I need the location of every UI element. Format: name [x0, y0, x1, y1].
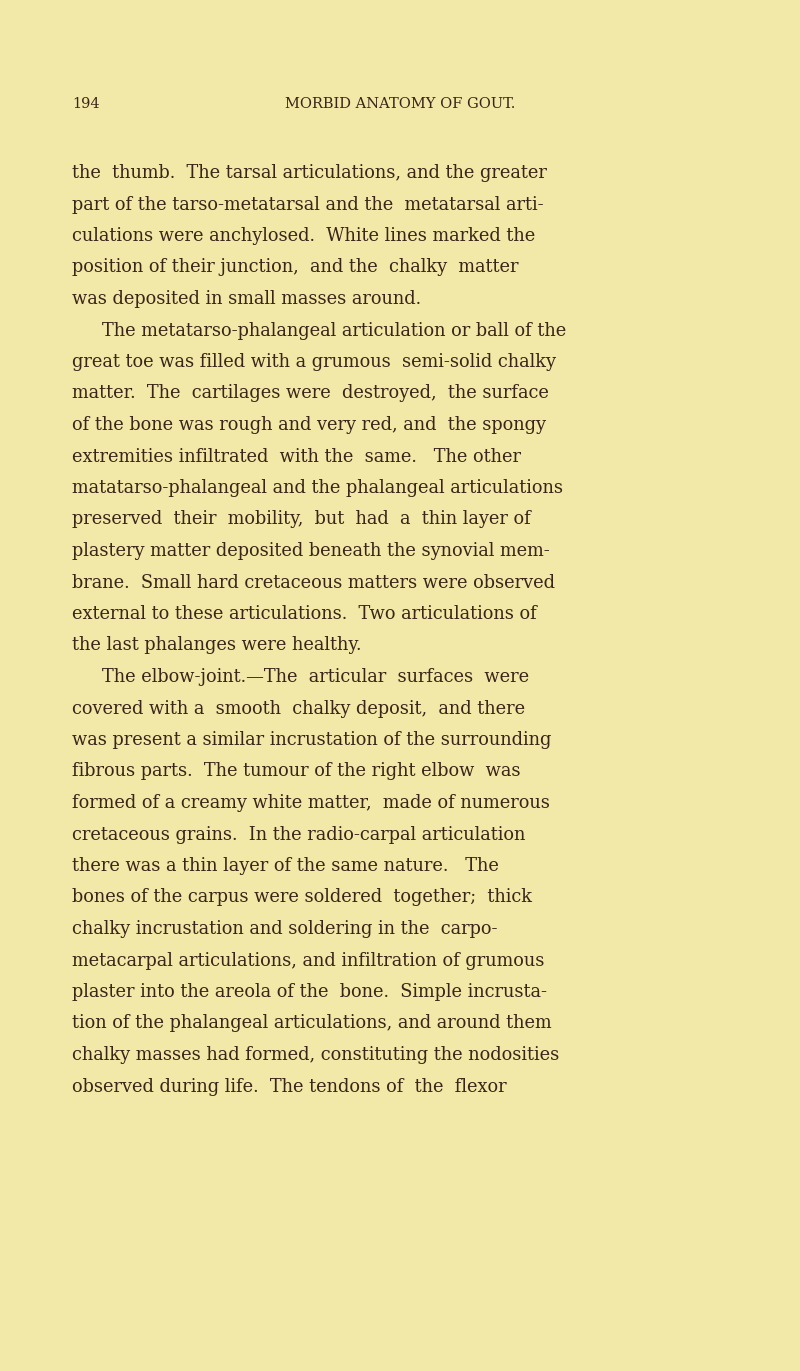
Text: observed during life.  The tendons of  the  flexor: observed during life. The tendons of the…	[72, 1078, 506, 1095]
Text: was deposited in small masses around.: was deposited in small masses around.	[72, 291, 421, 308]
Text: metacarpal articulations, and infiltration of grumous: metacarpal articulations, and infiltrati…	[72, 951, 544, 969]
Text: MORBID ANATOMY OF GOUT.: MORBID ANATOMY OF GOUT.	[285, 97, 515, 111]
Text: part of the tarso-metatarsal and the  metatarsal arti-: part of the tarso-metatarsal and the met…	[72, 196, 544, 214]
Text: great toe was filled with a grumous  semi-solid chalky: great toe was filled with a grumous semi…	[72, 352, 556, 372]
Text: of the bone was rough and very red, and  the spongy: of the bone was rough and very red, and …	[72, 415, 546, 435]
Text: plaster into the areola of the  bone.  Simple incrusta-: plaster into the areola of the bone. Sim…	[72, 983, 547, 1001]
Text: there was a thin layer of the same nature.   The: there was a thin layer of the same natur…	[72, 857, 499, 875]
Text: the last phalanges were healthy.: the last phalanges were healthy.	[72, 636, 362, 654]
Text: chalky masses had formed, constituting the nodosities: chalky masses had formed, constituting t…	[72, 1046, 559, 1064]
Text: was present a similar incrustation of the surrounding: was present a similar incrustation of th…	[72, 731, 551, 749]
Text: extremities infiltrated  with the  same.   The other: extremities infiltrated with the same. T…	[72, 447, 521, 466]
Text: tion of the phalangeal articulations, and around them: tion of the phalangeal articulations, an…	[72, 1015, 552, 1032]
Text: 194: 194	[72, 97, 100, 111]
Text: formed of a creamy white matter,  made of numerous: formed of a creamy white matter, made of…	[72, 794, 550, 812]
Text: position of their junction,  and the  chalky  matter: position of their junction, and the chal…	[72, 259, 518, 277]
Text: preserved  their  mobility,  but  had  a  thin layer of: preserved their mobility, but had a thin…	[72, 510, 530, 528]
Text: culations were anchylosed.  White lines marked the: culations were anchylosed. White lines m…	[72, 228, 535, 245]
Text: plastery matter deposited beneath the synovial mem-: plastery matter deposited beneath the sy…	[72, 542, 550, 559]
Text: chalky incrustation and soldering in the  carpo-: chalky incrustation and soldering in the…	[72, 920, 498, 938]
Text: bones of the carpus were soldered  together;  thick: bones of the carpus were soldered togeth…	[72, 888, 532, 906]
Text: the  thumb.  The tarsal articulations, and the greater: the thumb. The tarsal articulations, and…	[72, 165, 547, 182]
Text: The metatarso-phalangeal articulation or ball of the: The metatarso-phalangeal articulation or…	[102, 322, 566, 340]
Text: matter.  The  cartilages were  destroyed,  the surface: matter. The cartilages were destroyed, t…	[72, 384, 549, 403]
Text: brane.  Small hard cretaceous matters were observed: brane. Small hard cretaceous matters wer…	[72, 573, 555, 591]
Text: cretaceous grains.  In the radio-carpal articulation: cretaceous grains. In the radio-carpal a…	[72, 825, 526, 843]
Text: external to these articulations.  Two articulations of: external to these articulations. Two art…	[72, 605, 537, 622]
Text: fibrous parts.  The tumour of the right elbow  was: fibrous parts. The tumour of the right e…	[72, 762, 521, 780]
Text: matatarso-phalangeal and the phalangeal articulations: matatarso-phalangeal and the phalangeal …	[72, 478, 563, 498]
Text: covered with a  smooth  chalky deposit,  and there: covered with a smooth chalky deposit, an…	[72, 699, 525, 717]
Text: The elbow-joint.—The  articular  surfaces  were: The elbow-joint.—The articular surfaces …	[102, 668, 529, 686]
